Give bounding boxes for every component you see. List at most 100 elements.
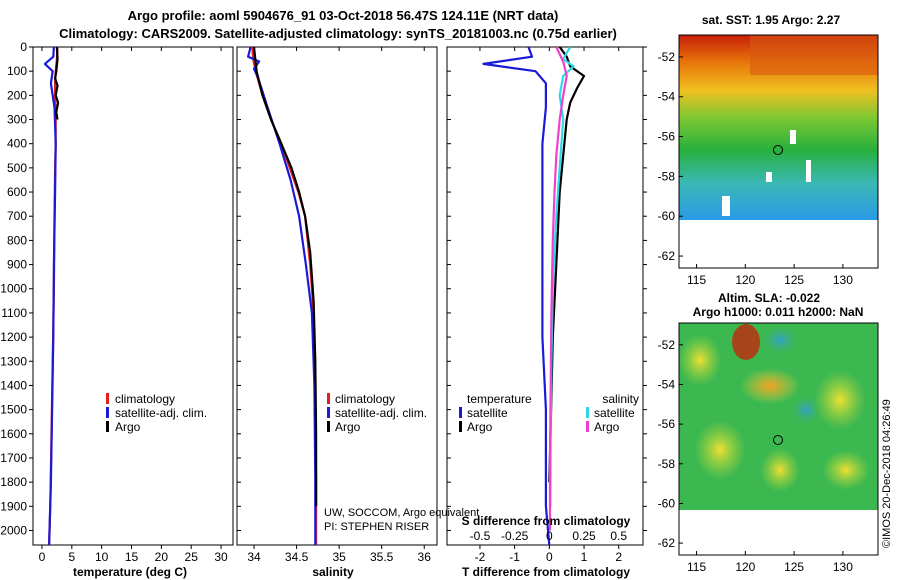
- map-y-tick-label: -62: [658, 536, 676, 550]
- depth-tick-label: 700: [7, 209, 27, 223]
- salinity-plot-frame: [236, 46, 438, 546]
- x-tick-label: 25: [185, 550, 199, 564]
- depth-tick-label: 900: [7, 258, 27, 272]
- legend-label-t-argo: Argo: [467, 420, 493, 434]
- depth-tick-label: 0: [20, 40, 27, 54]
- sst-map-title: sat. SST: 1.95 Argo: 2.27: [702, 13, 841, 27]
- map-x-tick-label: 125: [784, 273, 804, 287]
- depth-tick-label: 1200: [0, 330, 27, 344]
- depth-tick-label: 200: [7, 88, 27, 102]
- map-y-tick-label: -58: [658, 457, 676, 471]
- temperature-legend: climatology satellite-adj. clim. Argo: [106, 392, 207, 434]
- sst-profile-marker: [773, 145, 783, 155]
- depth-tick-label: 2000: [0, 523, 27, 537]
- title-line-2: Climatology: CARS2009. Satellite-adjuste…: [59, 26, 617, 41]
- sla-map-frame: [678, 322, 879, 556]
- sst-warm-patch: [750, 35, 878, 75]
- legend-swatch-climatology-s: [327, 393, 330, 404]
- map-y-tick-label: -60: [658, 496, 676, 510]
- sst-cloud-gap-4: [766, 172, 772, 182]
- map-y-tick-label: -54: [658, 377, 676, 391]
- depth-tick-label: 300: [7, 113, 27, 127]
- map-y-tick-label: -56: [658, 417, 676, 431]
- legend-label-satellite-s: satellite-adj. clim.: [335, 406, 427, 420]
- sst-cloud-gap-3: [722, 196, 730, 216]
- series-line-climatology: [251, 47, 318, 545]
- x-tick-label: 34.5: [285, 550, 309, 564]
- legend-swatch-t-satellite: [459, 407, 462, 418]
- sla-profile-marker: [773, 435, 783, 445]
- x-tick-label: 30: [214, 550, 228, 564]
- x-tick-label: 5: [68, 550, 75, 564]
- map-x-tick-label: 120: [735, 273, 755, 287]
- salinity-x-ticks: 34 34.5 35 35.5 36: [247, 47, 431, 564]
- s-tick-label: 0.25: [572, 529, 596, 543]
- map-y-tick-label: -62: [658, 249, 676, 263]
- sla-map: Altim. SLA: -0.022 Argo h1000: 0.011 h20…: [658, 291, 879, 574]
- sst-map: sat. SST: 1.95 Argo: 2.27 115 120 125 130 -5…: [658, 13, 879, 287]
- s-tick-label: 0: [546, 529, 553, 543]
- legend-swatch-satellite: [106, 407, 109, 418]
- legend-label-argo-s: Argo: [335, 420, 361, 434]
- sst-map-ticks: 115 120 125 130 -52 -54 -56 -58 -60 -62: [658, 50, 854, 287]
- depth-tick-label: 800: [7, 233, 27, 247]
- series-line-salinity-argo: [548, 47, 568, 531]
- temperature-x-label: temperature (deg C): [73, 565, 187, 579]
- legend-swatch-argo-s: [327, 421, 330, 432]
- temperature-series: [43, 47, 60, 545]
- sla-blob-3: [762, 326, 798, 354]
- map-x-tick-label: 125: [784, 560, 804, 574]
- x-tick-label: -2: [475, 550, 486, 564]
- legend-label-t-satellite: satellite: [467, 406, 508, 420]
- sla-blob-7: [760, 448, 800, 492]
- salinity-panel: 34 34.5 35 35.5 36 salinity climatology sate…: [236, 46, 479, 579]
- difference-series: [482, 47, 586, 545]
- map-y-tick-label: -60: [658, 209, 676, 223]
- legend-label-climatology: climatology: [115, 392, 175, 406]
- map-x-tick-label: 120: [735, 560, 755, 574]
- x-tick-label: 15: [125, 550, 139, 564]
- depth-tick-label: 1400: [0, 378, 27, 392]
- series-line-argo: [53, 47, 60, 120]
- title-line-1: Argo profile: aoml 5904676_91 03-Oct-201…: [128, 8, 559, 23]
- difference-panel: -2 -1 0 1 2 -0.5 -0.25 0 0.25 0.5 T difference f…: [446, 46, 644, 579]
- series-line-satellite-adj-clim-: [247, 47, 317, 545]
- sla-map-title-2: Argo h1000: 0.011 h2000: NaN: [693, 305, 864, 319]
- x-tick-label: -1: [509, 550, 520, 564]
- legend-swatch-satellite-s: [327, 407, 330, 418]
- sla-blob-6: [694, 420, 746, 480]
- sla-blob-1: [678, 334, 722, 386]
- depth-tick-label: 1700: [0, 451, 27, 465]
- legend-title-salinity: salinity: [602, 392, 639, 406]
- depth-tick-label: 1300: [0, 354, 27, 368]
- sla-map-title-1: Altim. SLA: -0.022: [718, 291, 820, 305]
- difference-legend: temperature satellite Argo salinity sate…: [459, 392, 639, 434]
- x-tick-label: 0: [546, 550, 553, 564]
- salinity-legend: climatology satellite-adj. clim. Argo: [327, 392, 427, 434]
- x-tick-label: 35: [332, 550, 346, 564]
- float-info-line-2: PI: STEPHEN RISER: [324, 521, 429, 533]
- difference-s-label: S difference from climatology: [462, 514, 631, 528]
- legend-title-temperature: temperature: [467, 392, 532, 406]
- map-x-tick-label: 130: [833, 273, 853, 287]
- salinity-series: [247, 47, 318, 545]
- sla-blob-9: [792, 396, 820, 424]
- legend-swatch-s-argo: [586, 421, 589, 432]
- x-tick-label: 20: [155, 550, 169, 564]
- series-line-temperature-satellite: [482, 47, 551, 545]
- legend-label-s-satellite: satellite: [594, 406, 635, 420]
- x-tick-label: 0: [39, 550, 46, 564]
- legend-label-satellite: satellite-adj. clim.: [115, 406, 207, 420]
- depth-tick-label: 1600: [0, 427, 27, 441]
- sla-blob-2: [732, 324, 760, 360]
- sst-cloud-gap-2: [806, 160, 811, 182]
- x-tick-label: 1: [581, 550, 588, 564]
- map-y-tick-label: -58: [658, 169, 676, 183]
- x-tick-label: 2: [615, 550, 622, 564]
- temperature-plot-frame: [32, 46, 234, 546]
- temperature-panel: 0 5 10 15 20 25 30 temperature (deg C) climato…: [32, 46, 234, 579]
- depth-tick-label: 1000: [0, 282, 27, 296]
- series-line-argo: [252, 47, 318, 507]
- sst-map-frame: [678, 34, 879, 269]
